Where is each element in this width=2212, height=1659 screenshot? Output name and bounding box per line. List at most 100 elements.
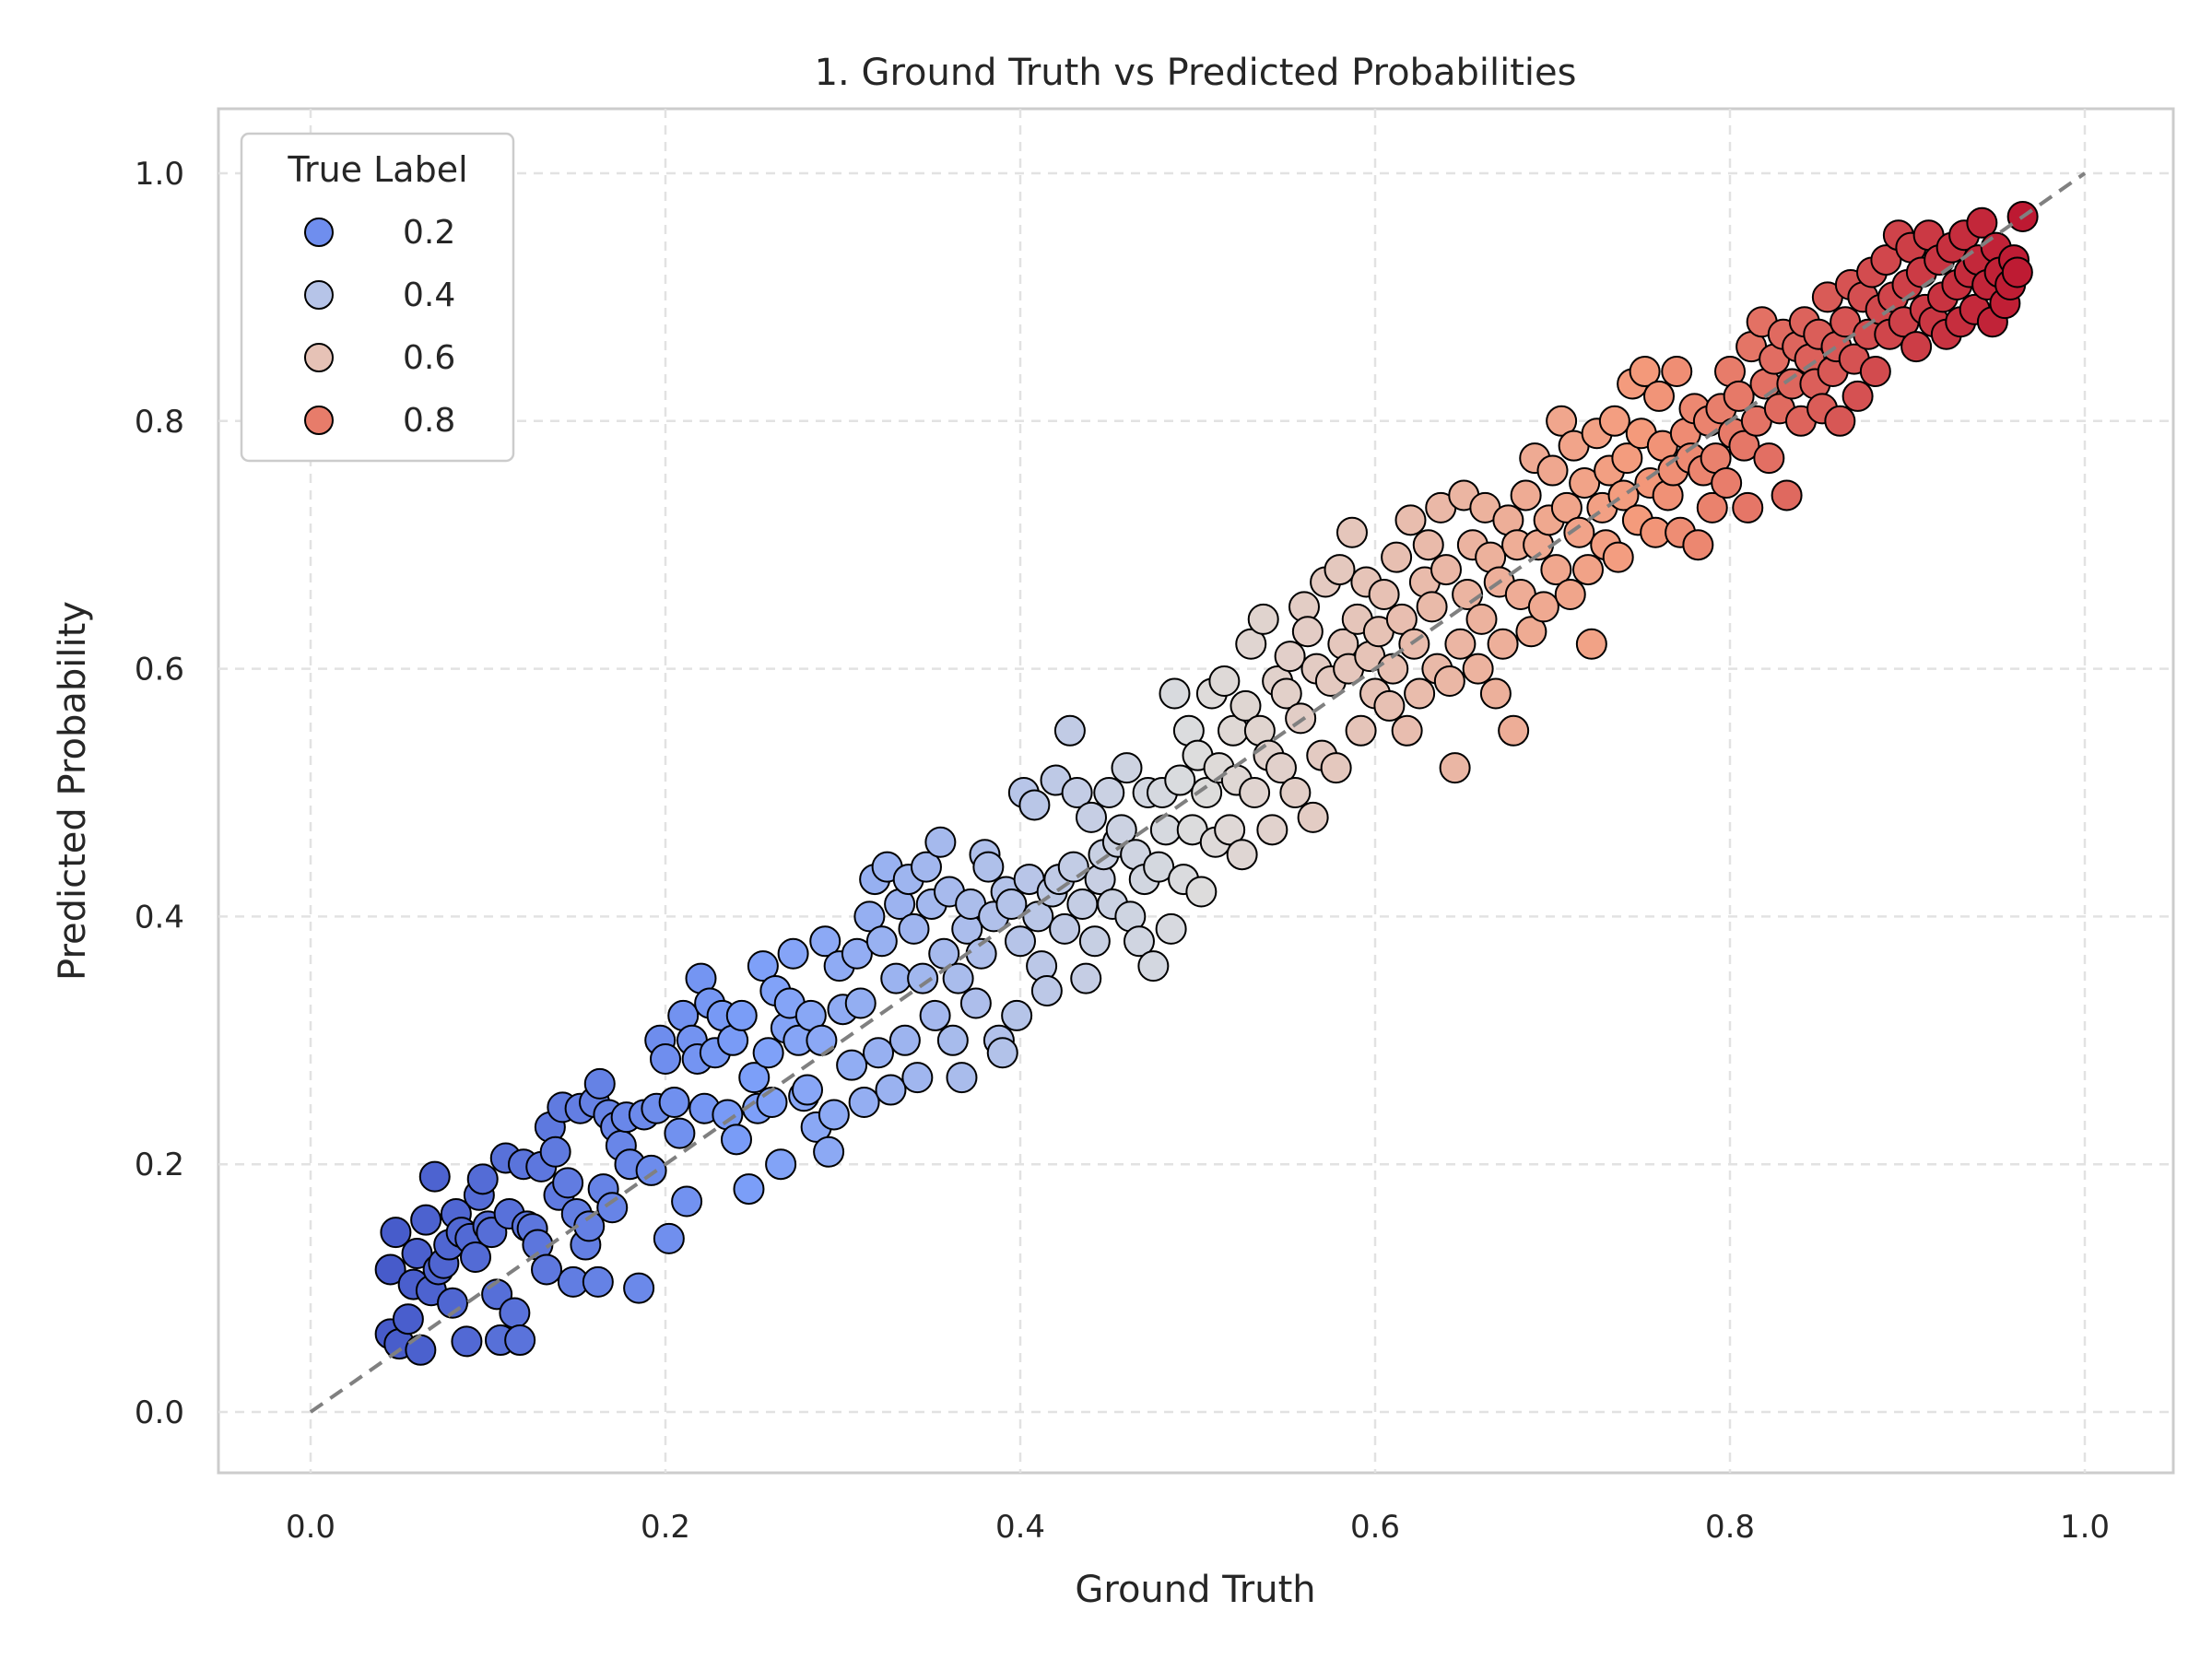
data-point: [946, 1062, 978, 1094]
data-point: [888, 1024, 921, 1056]
data-point: [460, 1241, 492, 1273]
legend-marker: [304, 343, 334, 372]
data-point: [1723, 380, 1755, 412]
data-point: [936, 1024, 969, 1056]
data-point: [995, 888, 1028, 920]
data-point: [1324, 554, 1356, 586]
data-point: [671, 1185, 703, 1218]
data-point: [1859, 356, 1891, 388]
data-point: [898, 912, 930, 945]
data-point: [765, 1148, 797, 1181]
data-point: [725, 999, 758, 1031]
y-tick-label: 1.0: [135, 156, 184, 193]
data-point: [1487, 628, 1519, 660]
chart-title: 1. Ground Truth vs Predicted Probabiliti…: [815, 52, 1577, 94]
data-point: [1345, 714, 1377, 747]
tick-labels: 0.0 0.0 0.2 0.2 0.4 0.4 0.6 0.6 0.8 0.8 1.0 1.0: [135, 156, 2110, 1546]
data-point: [1061, 777, 1093, 808]
data-point: [1569, 467, 1601, 499]
y-tick-label: 0.2: [135, 1147, 184, 1183]
legend-box: [240, 132, 515, 463]
data-point: [865, 925, 898, 958]
x-tick-label: 1.0: [2060, 1509, 2110, 1546]
data-point: [1444, 628, 1477, 660]
legend-label: 0.2: [403, 214, 455, 252]
x-tick-label: 0.6: [1350, 1509, 1400, 1546]
data-point: [1498, 714, 1530, 747]
data-point: [1070, 962, 1102, 994]
data-point: [1479, 677, 1512, 710]
legend-entries: 0.2 0.4 0.6 0.8: [304, 214, 455, 440]
data-point: [466, 1163, 499, 1195]
data-point: [596, 1192, 629, 1224]
data-point: [919, 999, 951, 1031]
data-point: [1563, 516, 1595, 548]
data-point: [1235, 628, 1267, 660]
data-point: [1696, 491, 1728, 524]
data-point: [504, 1324, 536, 1357]
data-point: [1291, 616, 1324, 648]
data-point: [1143, 851, 1175, 883]
data-point: [1373, 689, 1406, 722]
data-point: [374, 1253, 406, 1286]
data-point: [1661, 356, 1693, 388]
data-point: [1824, 405, 1856, 437]
data-point: [1149, 814, 1182, 846]
data-point: [747, 950, 779, 982]
data-point: [437, 1287, 468, 1319]
data-point: [848, 1087, 880, 1118]
data-point: [2001, 256, 2033, 288]
data-point: [1452, 578, 1484, 610]
data-point: [1841, 380, 1874, 412]
data-point: [380, 1217, 412, 1249]
legend: True Label 0.2 0.4 0.6 0.8: [240, 132, 515, 463]
data-point: [1682, 529, 1714, 561]
data-point: [1030, 975, 1063, 1007]
data-point: [1001, 999, 1033, 1031]
legend-marker: [304, 406, 334, 435]
data-point: [1575, 628, 1607, 660]
data-point: [875, 1074, 907, 1106]
legend-marker: [304, 218, 334, 247]
data-point: [1465, 603, 1498, 635]
x-tick-label: 0.2: [641, 1509, 690, 1546]
data-point: [1611, 442, 1643, 475]
data-point: [1394, 504, 1427, 536]
data-point: [1270, 677, 1302, 710]
data-point: [1728, 429, 1760, 462]
data-point: [1111, 752, 1143, 784]
data-point: [1053, 714, 1086, 747]
data-point: [813, 1135, 845, 1168]
data-point: [809, 925, 841, 958]
data-point: [1404, 677, 1436, 710]
data-point: [650, 1042, 681, 1075]
data-point: [1057, 851, 1089, 883]
data-point: [1870, 244, 1902, 276]
data-point: [552, 1167, 584, 1199]
data-point: [583, 1067, 616, 1100]
data-point: [451, 1325, 483, 1358]
x-tick-label: 0.0: [286, 1509, 335, 1546]
data-point: [1416, 591, 1448, 623]
data-point: [1265, 752, 1297, 784]
data-point: [738, 1062, 771, 1094]
data-point: [1066, 888, 1099, 920]
data-point: [863, 1037, 894, 1069]
data-point: [1598, 405, 1630, 437]
data-point: [1433, 665, 1465, 698]
data-point: [986, 1037, 1018, 1069]
data-point: [623, 1272, 655, 1304]
data-point: [531, 1253, 563, 1286]
legend-label: 0.8: [403, 402, 455, 440]
data-point: [959, 987, 992, 1019]
data-point: [1368, 578, 1400, 610]
data-point: [1462, 653, 1494, 685]
data-point: [1536, 454, 1569, 487]
data-point: [1439, 752, 1471, 784]
data-point: [1078, 925, 1111, 958]
x-axis-label: Ground Truth: [1075, 1569, 1315, 1611]
data-point: [1214, 814, 1246, 846]
data-point: [392, 1303, 424, 1335]
x-tick-label: 0.4: [995, 1509, 1045, 1546]
data-point: [1412, 529, 1444, 561]
